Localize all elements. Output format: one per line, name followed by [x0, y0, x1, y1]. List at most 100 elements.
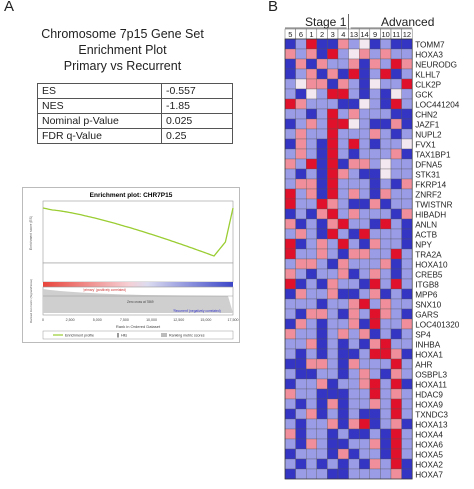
- heatmap-cell: [316, 118, 328, 130]
- heatmap-cell: [401, 428, 413, 440]
- heatmap-cell: [316, 408, 328, 420]
- group-label-stage1: Stage 1: [305, 15, 347, 29]
- heatmap-cell: [390, 78, 402, 90]
- zero-cross-label: Zero cross at 7869: [127, 300, 154, 304]
- heatmap-cell: [284, 438, 296, 450]
- gsea-legend: [42, 330, 234, 340]
- heatmap-cell: [359, 268, 370, 280]
- heatmap-cell: [284, 168, 296, 180]
- panel-a-letter: A: [4, 0, 15, 15]
- gene-label: GARS: [415, 310, 439, 319]
- heatmap-cell: [337, 388, 349, 400]
- ranking-color-bar: [43, 282, 233, 287]
- heatmap-cell: [390, 358, 402, 370]
- heatmap-cell: [369, 468, 381, 480]
- heatmap-cell: [316, 338, 328, 350]
- heatmap-cell: [380, 88, 392, 100]
- heatmap-cell: [337, 398, 349, 410]
- heatmap-cell: [401, 148, 413, 160]
- x-tick-label: 7,500: [120, 318, 129, 322]
- heatmap-cell: [316, 128, 328, 140]
- gene-label: FVX1: [415, 140, 436, 149]
- heatmap-cell: [348, 398, 360, 410]
- heatmap-cell: [316, 248, 328, 260]
- heatmap-cell: [306, 48, 317, 60]
- stats-value: -0.557: [161, 83, 233, 99]
- heatmap-cell: [306, 368, 317, 380]
- heatmap-cell: [348, 178, 360, 190]
- heatmap-cell: [284, 468, 296, 480]
- heatmap-cell: [359, 138, 370, 150]
- heatmap-cell: [369, 248, 381, 260]
- heatmap-cell: [380, 258, 392, 270]
- heatmap-cell: [390, 138, 402, 150]
- heatmap-cell: [359, 348, 370, 360]
- heatmap-cell: [327, 118, 339, 130]
- heatmap-cell: [284, 78, 296, 90]
- heatmap-cell: [327, 358, 339, 370]
- heatmap-cell: [306, 348, 317, 360]
- heatmap-cell: [380, 318, 392, 330]
- gene-label: HOXA11: [415, 380, 447, 389]
- gene-label: TWISTNR: [415, 200, 452, 209]
- heatmap-cell: [390, 298, 402, 310]
- heatmap-cell: [359, 118, 370, 130]
- gene-label: NUPL2: [415, 130, 442, 139]
- heatmap-cell: [380, 408, 392, 420]
- heatmap-cell: [295, 328, 307, 340]
- heatmap-cell: [348, 458, 360, 470]
- heatmap-cell: [359, 88, 370, 100]
- heatmap-cell: [401, 298, 413, 310]
- heatmap-cell: [316, 438, 328, 450]
- heatmap-cell: [390, 418, 402, 430]
- heatmap-cell: [316, 298, 328, 310]
- heatmap-cell: [316, 188, 328, 200]
- heatmap-cell: [369, 378, 381, 390]
- heatmap-cell: [359, 298, 370, 310]
- heatmap-cell: [327, 378, 339, 390]
- heatmap-cell: [348, 308, 360, 320]
- heatmap-cell: [390, 128, 402, 140]
- heatmap-cell: [337, 128, 349, 140]
- heatmap-cell: [327, 278, 339, 290]
- heatmap-cell: [316, 48, 328, 60]
- heatmap-cell: [348, 138, 360, 150]
- heatmap-cell: [327, 128, 339, 140]
- heatmap-cell: [327, 238, 339, 250]
- heatmap-cell: [295, 118, 307, 130]
- heatmap-cell: [284, 198, 296, 210]
- gene-label: HOXA1: [415, 350, 443, 359]
- heatmap-cell: [306, 38, 317, 50]
- heatmap-cell: [337, 298, 349, 310]
- heatmap-cell: [401, 408, 413, 420]
- column-label: 4: [341, 30, 345, 39]
- heatmap-cell: [380, 98, 392, 110]
- column-label: 9: [373, 30, 377, 39]
- heatmap-cell: [369, 438, 381, 450]
- heatmap-cell: [359, 408, 370, 420]
- heatmap-cell: [401, 228, 413, 240]
- heatmap-cell: [359, 148, 370, 160]
- heatmap-cell: [306, 268, 317, 280]
- heatmap-cell: [359, 338, 370, 350]
- heatmap-cell: [359, 428, 370, 440]
- heatmap-cell: [337, 368, 349, 380]
- heatmap-cell: [306, 138, 317, 150]
- heatmap-cell: [401, 68, 413, 80]
- heatmap-cell: [316, 148, 328, 160]
- gene-label: TOMM7: [415, 40, 445, 49]
- heatmap-cell: [401, 138, 413, 150]
- heatmap-cell: [337, 158, 349, 170]
- heatmap-cell: [316, 38, 328, 50]
- heatmap-cell: [380, 298, 392, 310]
- heatmap-cell: [359, 38, 370, 50]
- heatmap-cell: [316, 378, 328, 390]
- heatmap-cell: [306, 248, 317, 260]
- heatmap-cell: [316, 68, 328, 80]
- heatmap-cell: [295, 318, 307, 330]
- heatmap-cell: [306, 198, 317, 210]
- heatmap-cell: [316, 398, 328, 410]
- heatmap-cell: [401, 328, 413, 340]
- heatmap-cell: [306, 208, 317, 220]
- heatmap-cell: [369, 128, 381, 140]
